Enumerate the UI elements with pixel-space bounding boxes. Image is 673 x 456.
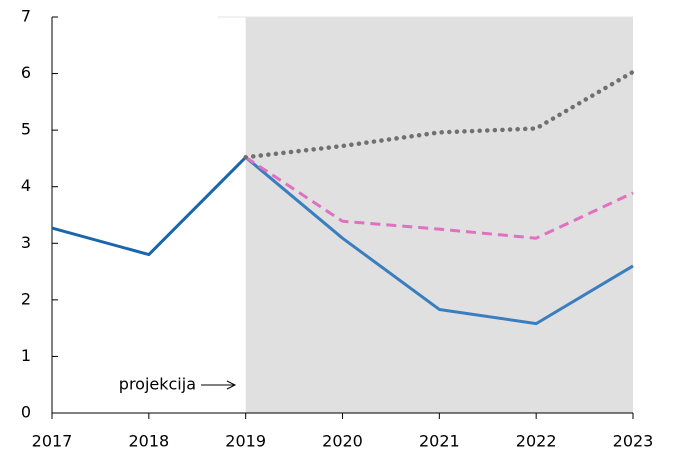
x-tick-label: 2022 (516, 432, 557, 451)
x-tick-label: 2023 (613, 432, 654, 451)
series-line (244, 156, 634, 326)
background (217, 16, 633, 413)
x-tick-label: 2021 (419, 432, 460, 451)
y-tick-label: 7 (21, 7, 31, 26)
x-tick-label: 2018 (128, 432, 169, 451)
y-tick-label: 2 (21, 289, 31, 308)
projection-area (245, 17, 633, 413)
arrow-head (226, 380, 237, 390)
y-tick-label: 5 (21, 120, 31, 139)
x-tick-label: 2019 (225, 432, 266, 451)
y-tick-label: 6 (21, 63, 31, 82)
x-tick-label: 2020 (322, 432, 363, 451)
y-tick-label: 3 (21, 233, 31, 252)
series-line (244, 156, 634, 240)
y-tick-label: 0 (21, 403, 31, 422)
y-tick-label: 1 (21, 346, 31, 365)
y-tick-label: 4 (21, 176, 31, 195)
series-line (51, 156, 247, 257)
x-tick-label: 2017 (32, 432, 73, 451)
annotation: projekcija (119, 375, 196, 394)
